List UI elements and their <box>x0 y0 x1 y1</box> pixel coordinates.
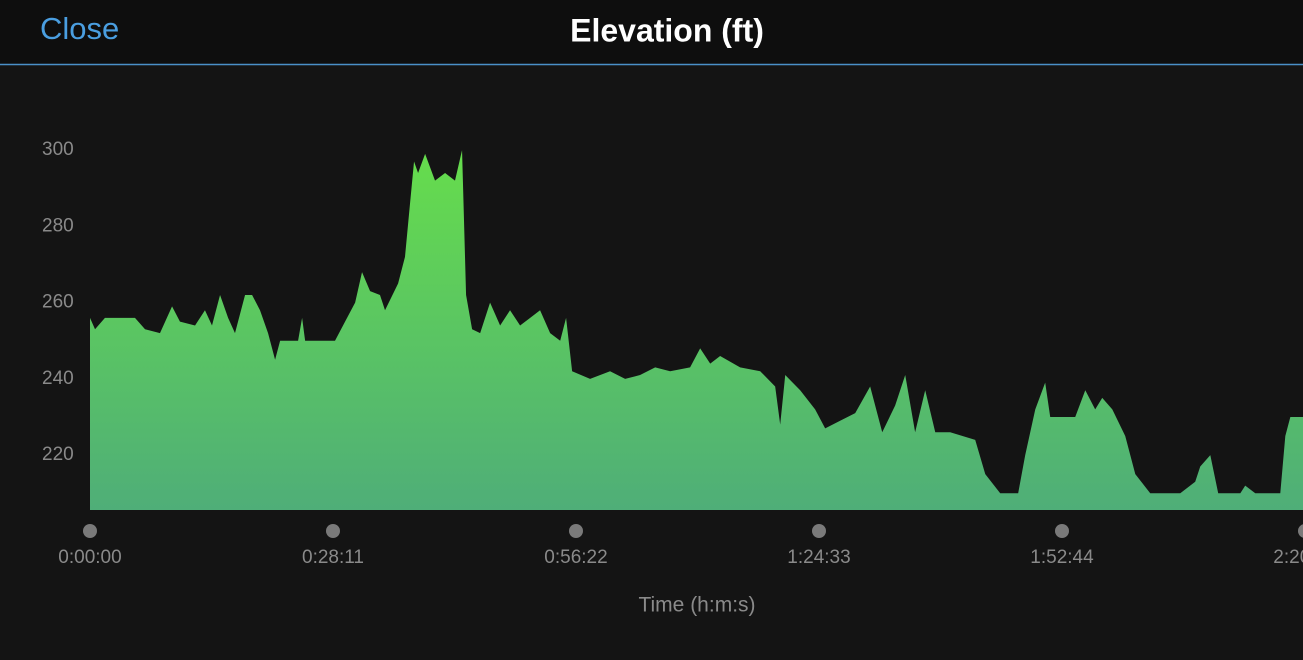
x-tick-dot <box>83 524 97 538</box>
y-tick-label: 240 <box>42 368 74 389</box>
x-tick-dot <box>569 524 583 538</box>
x-tick-dot <box>1055 524 1069 538</box>
x-tick-label: 0:00:00 <box>58 547 121 568</box>
x-tick-label: 0:28:11 <box>302 547 364 568</box>
x-axis-title: Time (h:m:s) <box>638 594 755 617</box>
x-tick-dot <box>812 524 826 538</box>
header-bar <box>0 0 1303 64</box>
y-tick-label: 260 <box>42 292 74 313</box>
y-tick-label: 220 <box>42 444 74 465</box>
x-tick-label: 2:20:55 <box>1273 547 1303 568</box>
x-tick-dot <box>1298 524 1303 538</box>
x-tick-label: 1:52:44 <box>1030 547 1094 568</box>
x-tick-label: 1:24:33 <box>787 547 850 568</box>
y-tick-label: 300 <box>42 139 74 160</box>
elevation-area <box>90 150 1303 510</box>
x-tick-dot <box>326 524 340 538</box>
x-tick-label: 0:56:22 <box>544 547 607 568</box>
header-title: Elevation (ft) <box>570 12 764 48</box>
y-tick-label: 280 <box>42 215 74 236</box>
close-button[interactable]: Close <box>40 11 119 46</box>
